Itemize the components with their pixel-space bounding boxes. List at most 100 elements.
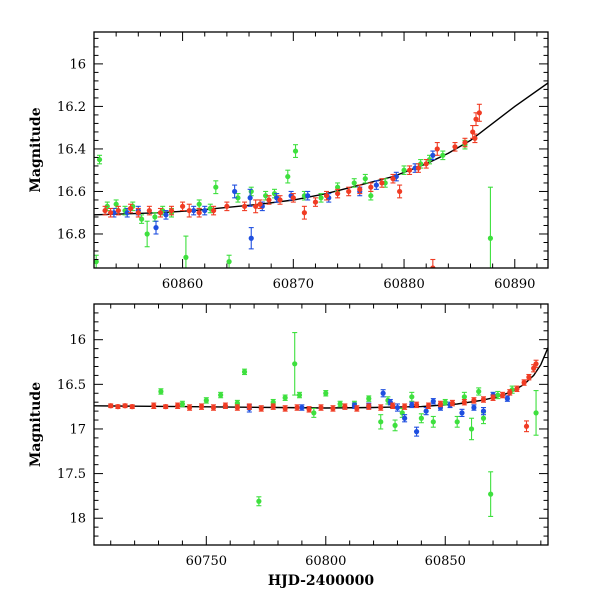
red-data-point	[471, 397, 477, 403]
green-data-point	[311, 410, 317, 416]
top-panel: 60860 60870 60880 60890 16 16.2 16.4 16.6 16.8 Ma…	[28, 31, 549, 292]
y-tick-label: 16.6	[57, 185, 86, 200]
red-series	[108, 359, 539, 433]
green-data-point	[454, 419, 460, 425]
x-tick-label: 60870	[273, 277, 314, 292]
blue-data-point	[373, 182, 379, 188]
red-data-point	[521, 379, 527, 386]
green-data-point	[152, 214, 158, 220]
green-data-point	[296, 392, 303, 398]
green-data-point	[442, 399, 448, 405]
green-data-point	[480, 415, 487, 421]
green-data-point	[226, 259, 232, 265]
green-data-point	[96, 156, 103, 163]
red-data-point	[163, 404, 169, 410]
green-data-point	[144, 231, 150, 237]
blue-series	[111, 150, 436, 250]
green-data-point	[292, 361, 298, 367]
red-data-point	[198, 404, 205, 410]
red-data-point	[397, 188, 403, 195]
green-data-point	[430, 419, 436, 425]
model-curve	[94, 82, 548, 216]
red-data-point	[366, 404, 372, 410]
blue-data-point	[299, 404, 305, 411]
red-data-point	[146, 207, 152, 214]
blue-data-point	[459, 410, 465, 416]
red-data-point	[258, 405, 264, 412]
x-tick-label: 60890	[494, 277, 535, 292]
red-data-point	[368, 184, 374, 190]
x-tick-label: 60860	[162, 277, 203, 292]
green-data-point	[256, 498, 262, 504]
blue-data-point	[153, 225, 159, 231]
red-data-point	[241, 203, 248, 209]
green-data-point	[263, 193, 269, 199]
red-data-point	[301, 210, 307, 216]
green-data-point	[468, 426, 475, 432]
green-data-point	[362, 176, 368, 182]
red-data-point	[151, 403, 157, 409]
red-data-point	[526, 374, 532, 380]
y-axis-title: Magnitude	[28, 107, 44, 192]
red-data-point	[318, 404, 324, 411]
green-data-point	[94, 259, 99, 265]
green-data-point	[440, 152, 446, 158]
red-data-point	[500, 392, 506, 398]
green-data-point	[213, 184, 219, 190]
red-data-point	[157, 210, 164, 216]
green-data-point	[351, 180, 357, 186]
red-data-point	[210, 404, 217, 411]
red-data-point	[115, 207, 121, 214]
green-data-point	[368, 193, 374, 199]
red-data-point	[490, 395, 496, 401]
green-data-point	[241, 369, 248, 375]
green-data-point	[179, 401, 186, 407]
red-data-point	[476, 110, 482, 116]
red-data-point	[282, 405, 288, 412]
y-axis-title: Magnitude	[28, 382, 44, 467]
red-data-point	[323, 193, 330, 199]
red-data-point	[354, 405, 360, 412]
red-data-point	[472, 135, 478, 141]
green-data-point	[323, 390, 329, 396]
red-data-point	[379, 180, 385, 186]
red-data-point	[523, 423, 530, 429]
red-data-point	[357, 186, 363, 192]
red-data-point	[425, 403, 432, 409]
green-data-point	[196, 201, 202, 207]
blue-data-point	[430, 398, 436, 404]
green-data-point	[487, 235, 494, 241]
red-data-point	[533, 361, 539, 367]
red-series	[102, 103, 482, 268]
green-data-point	[426, 156, 433, 163]
blue-data-point	[248, 235, 254, 241]
x-tick-label: 60850	[425, 554, 466, 569]
green-data-point	[285, 173, 291, 180]
bottom-panel: 60750 60800 60850 16 16.5 17 17.5 18 Magnitude HJ…	[28, 303, 549, 589]
red-data-point	[390, 176, 396, 182]
plot-area	[94, 332, 548, 517]
red-data-point	[210, 207, 217, 214]
green-data-point	[337, 401, 343, 407]
green-data-point	[461, 394, 467, 400]
red-data-point	[415, 165, 422, 171]
green-data-point	[533, 410, 539, 416]
red-data-point	[437, 401, 444, 407]
blue-data-point	[402, 415, 408, 421]
green-data-point	[401, 167, 407, 173]
blue-data-point	[413, 429, 420, 435]
red-data-point	[452, 144, 458, 150]
red-data-point	[514, 386, 520, 392]
blue-data-point	[124, 210, 130, 216]
red-data-point	[531, 365, 537, 371]
red-data-point	[480, 396, 487, 403]
red-data-point	[294, 404, 300, 411]
y-tick-label: 16.4	[57, 142, 86, 157]
red-data-point	[135, 210, 141, 216]
red-data-point	[470, 129, 476, 135]
blue-data-point	[305, 193, 311, 199]
blue-data-point	[163, 212, 169, 218]
red-data-point	[306, 406, 312, 412]
blue-data-point	[202, 207, 208, 214]
